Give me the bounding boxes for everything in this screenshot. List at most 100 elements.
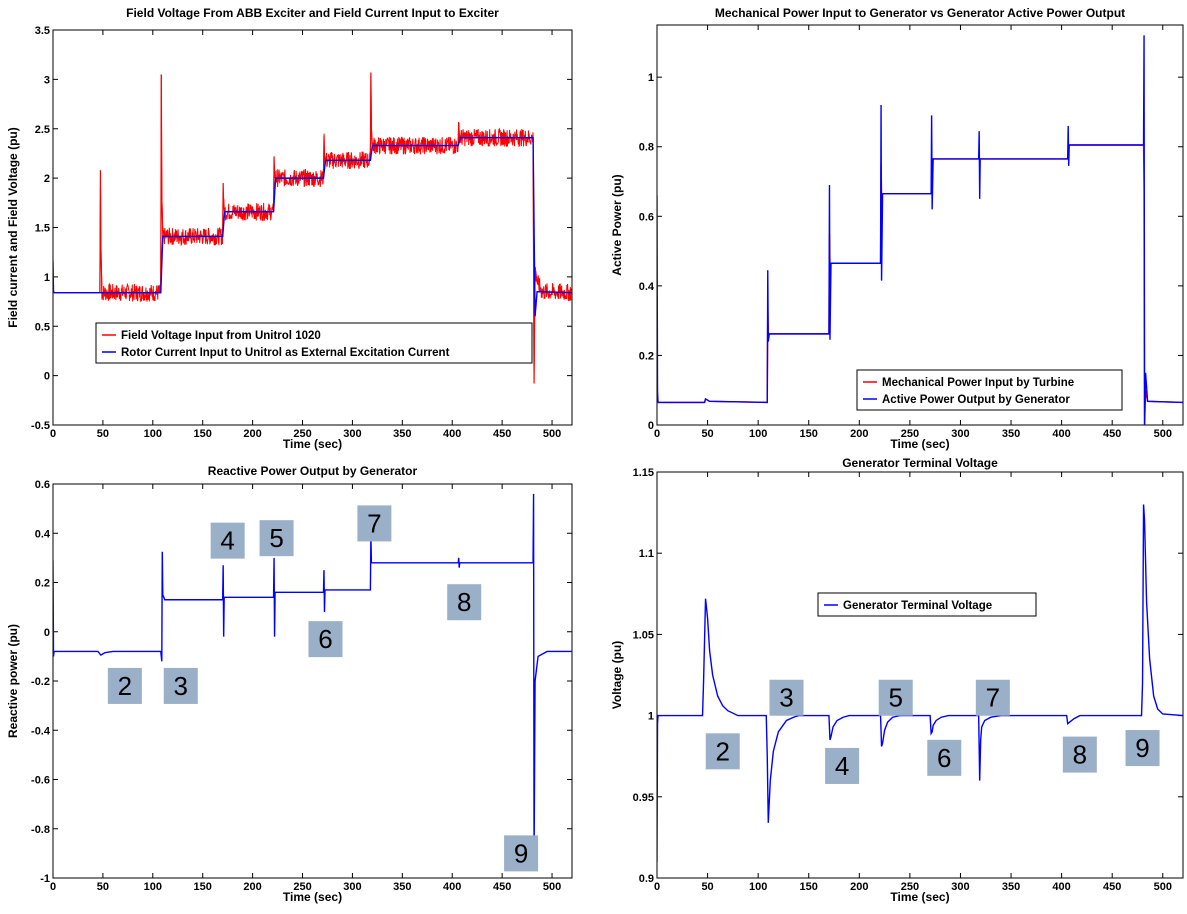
event-marker-box bbox=[878, 679, 913, 716]
x-tick-label: 400 bbox=[443, 881, 461, 893]
y-tick-label: -0.6 bbox=[31, 775, 50, 787]
event-marker-box bbox=[504, 835, 539, 872]
event-marker-label: 4 bbox=[835, 751, 849, 781]
x-tick-label: 150 bbox=[194, 881, 212, 893]
x-tick-label: 350 bbox=[393, 881, 411, 893]
y-tick-label: 0.4 bbox=[639, 281, 655, 293]
y-tick-label: 0 bbox=[648, 420, 654, 432]
y-axis-label: Field current and Field Voltage (pu) bbox=[6, 127, 20, 327]
event-marker-box bbox=[210, 522, 245, 559]
event-marker-label: 6 bbox=[937, 743, 951, 773]
legend-box bbox=[95, 322, 533, 364]
event-marker-label: 5 bbox=[269, 523, 283, 553]
event-marker-4: 4 bbox=[210, 522, 245, 559]
legend: Generator Terminal Voltage bbox=[817, 592, 1037, 617]
x-tick-label: 500 bbox=[1154, 881, 1172, 893]
x-tick-label: 300 bbox=[343, 428, 361, 440]
y-tick-label: 2 bbox=[44, 173, 50, 185]
x-tick-label: 450 bbox=[1103, 881, 1121, 893]
legend: Field Voltage Input from Unitrol 1020 Rot… bbox=[95, 322, 533, 364]
x-tick-label: 200 bbox=[243, 428, 261, 440]
event-marker-label: 2 bbox=[118, 671, 132, 701]
y-tick-label: 0.4 bbox=[35, 528, 51, 540]
x-tick-label: 400 bbox=[443, 428, 461, 440]
event-marker-7: 7 bbox=[357, 505, 392, 542]
x-tick-label: 400 bbox=[1052, 881, 1070, 893]
x-axis-label: Time (sec) bbox=[283, 890, 342, 904]
y-tick-label: 0.2 bbox=[35, 578, 50, 590]
y-tick-label: 1.1 bbox=[639, 548, 654, 560]
series-1 bbox=[657, 504, 1183, 862]
x-tick-label: 250 bbox=[293, 428, 311, 440]
y-tick-label: -1 bbox=[40, 873, 50, 885]
y-tick-label: 0 bbox=[44, 627, 50, 639]
legend-entry: Rotor Current Input to Unitrol as Extern… bbox=[121, 347, 450, 359]
event-marker-2: 2 bbox=[705, 733, 740, 770]
x-tick-label: 300 bbox=[951, 428, 969, 440]
x-axis-label: Time (sec) bbox=[890, 890, 949, 904]
legend-entry: Mechanical Power Input by Turbine bbox=[882, 377, 1074, 389]
chart-1: Field Voltage From ABB Exciter and Field… bbox=[6, 6, 573, 451]
y-tick-label: 1 bbox=[648, 72, 654, 84]
y-tick-label: -0.2 bbox=[31, 676, 50, 688]
x-axis-label: Time (sec) bbox=[283, 437, 342, 451]
x-tick-label: 450 bbox=[493, 428, 511, 440]
event-marker-box bbox=[357, 505, 392, 542]
x-tick-label: 300 bbox=[343, 881, 361, 893]
y-tick-label: 3.5 bbox=[35, 25, 50, 37]
y-axis-label: Reactive power (pu) bbox=[6, 624, 20, 738]
x-tick-label: 250 bbox=[901, 881, 919, 893]
event-marker-label: 9 bbox=[1135, 733, 1149, 763]
event-marker-label: 7 bbox=[367, 508, 381, 538]
y-tick-label: 0 bbox=[44, 371, 50, 383]
plot-area bbox=[656, 24, 1184, 426]
x-tick-label: 100 bbox=[749, 881, 767, 893]
legend-box bbox=[856, 369, 1123, 411]
legend-entry: Active Power Output by Generator bbox=[882, 394, 1070, 406]
x-tick-label: 200 bbox=[243, 881, 261, 893]
event-marker-label: 5 bbox=[888, 683, 902, 713]
x-tick-label: 500 bbox=[543, 428, 561, 440]
event-marker-label: 8 bbox=[1073, 740, 1087, 770]
x-tick-label: 0 bbox=[654, 428, 660, 440]
y-tick-label: 2.5 bbox=[35, 124, 50, 136]
event-marker-6: 6 bbox=[308, 621, 343, 658]
y-tick-label: 0.6 bbox=[35, 479, 50, 491]
x-tick-label: 500 bbox=[1154, 428, 1172, 440]
x-tick-label: 350 bbox=[393, 428, 411, 440]
x-tick-label: 150 bbox=[800, 881, 818, 893]
y-tick-label: 0.9 bbox=[639, 873, 654, 885]
legend: Mechanical Power Input by Turbine Active … bbox=[856, 369, 1123, 411]
chart-title: Reactive Power Output by Generator bbox=[208, 464, 418, 478]
event-marker-box bbox=[705, 733, 740, 770]
event-marker-7: 7 bbox=[975, 679, 1010, 716]
x-tick-label: 100 bbox=[144, 428, 162, 440]
x-tick-label: 0 bbox=[50, 428, 56, 440]
chart-2: Mechanical Power Input to Generator vs G… bbox=[610, 6, 1184, 451]
legend-entry: Generator Terminal Voltage bbox=[843, 600, 992, 612]
event-marker-3: 3 bbox=[163, 667, 198, 704]
event-marker-box bbox=[447, 584, 482, 621]
event-marker-label: 9 bbox=[514, 838, 528, 868]
y-tick-label: 1 bbox=[44, 272, 50, 284]
y-tick-label: 0.8 bbox=[639, 142, 654, 154]
y-axis-label: Active Power (pu) bbox=[610, 174, 624, 275]
series-line bbox=[657, 504, 1183, 862]
x-tick-label: 300 bbox=[951, 881, 969, 893]
series-line bbox=[53, 136, 572, 317]
x-tick-label: 250 bbox=[901, 428, 919, 440]
x-tick-label: 150 bbox=[194, 428, 212, 440]
event-marker-label: 3 bbox=[174, 671, 188, 701]
series-2 bbox=[53, 136, 572, 317]
event-marker-6: 6 bbox=[927, 739, 962, 776]
event-marker-label: 8 bbox=[457, 587, 471, 617]
event-marker-box bbox=[769, 679, 804, 716]
event-marker-label: 4 bbox=[220, 526, 234, 556]
event-marker-box bbox=[1062, 736, 1097, 773]
y-tick-label: 0.6 bbox=[639, 211, 654, 223]
x-tick-label: 50 bbox=[97, 428, 109, 440]
y-tick-label: -0.4 bbox=[31, 725, 51, 737]
series-1 bbox=[53, 493, 572, 861]
